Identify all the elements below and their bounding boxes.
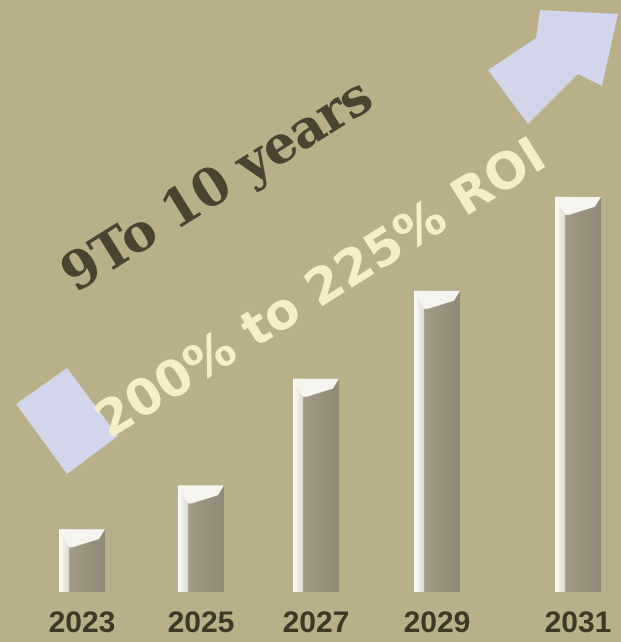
x-axis-ticks: 2023 2025 2027 2029 2031 [49,606,612,639]
bar-top-bevel [59,529,105,548]
tick-label-2027: 2027 [283,606,350,639]
bar-left-highlight [178,485,189,592]
bar-2029 [414,290,460,592]
bar-left-highlight [59,529,70,592]
bar-2023 [59,529,105,592]
tick-label-2025: 2025 [168,606,235,639]
arrow-head [488,10,618,124]
bar-top-bevel [178,485,224,504]
bar-2031 [555,196,601,592]
bars-group [59,196,601,592]
bar-top-bevel [555,196,601,215]
growth-arrow [16,10,618,474]
bar-left-highlight [293,378,304,592]
bar-left-highlight [414,290,425,592]
bar-top-bevel [414,290,460,309]
tick-label-2029: 2029 [404,606,471,639]
tick-label-2031: 2031 [545,606,612,639]
bar-2025 [178,485,224,592]
bar-left-highlight [555,196,566,592]
tick-label-2023: 2023 [49,606,116,639]
bar-2027 [293,378,339,592]
bar-top-bevel [293,378,339,397]
arrow-tail [16,368,118,474]
